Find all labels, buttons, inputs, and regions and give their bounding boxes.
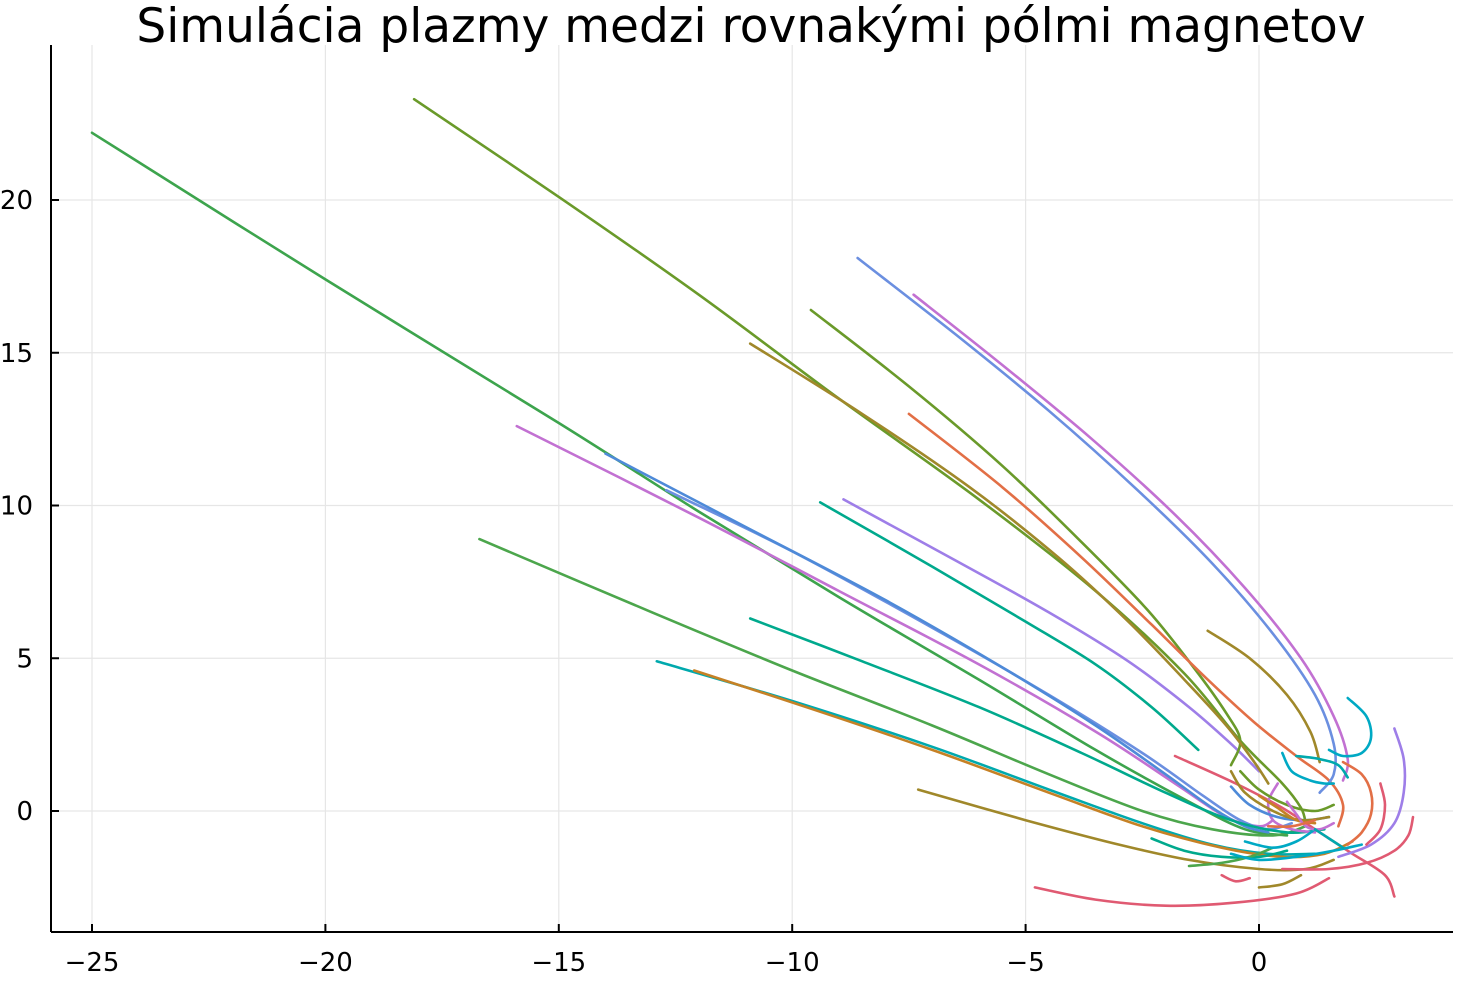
trajectory-line-14 bbox=[907, 412, 1345, 828]
trajectory-line-6 bbox=[604, 452, 1270, 834]
x-tick-label: 0 bbox=[1251, 948, 1268, 978]
x-tick-label: −5 bbox=[1006, 948, 1044, 978]
trajectory-line-31 bbox=[1229, 770, 1331, 822]
trajectory-line-7 bbox=[655, 660, 1317, 856]
trajectory-line-18 bbox=[1206, 629, 1321, 764]
trajectory-line-32 bbox=[1150, 837, 1289, 859]
x-tick-label: −15 bbox=[531, 948, 586, 978]
y-tick-label: 10 bbox=[0, 492, 33, 522]
trajectory-line-11 bbox=[842, 498, 1261, 773]
trajectory-line-21 bbox=[1281, 815, 1415, 871]
trajectory-line-38 bbox=[1220, 873, 1251, 883]
trajectory-line-36 bbox=[1257, 873, 1303, 889]
trajectory-line-40 bbox=[1313, 828, 1345, 849]
chart-title: Simulácia plazmy medzi rovnakými pólmi m… bbox=[136, 0, 1365, 54]
trajectory-line-10 bbox=[818, 501, 1200, 752]
trajectory-line-2 bbox=[412, 97, 1307, 825]
x-tick-label: −25 bbox=[65, 948, 120, 978]
axes bbox=[50, 45, 1453, 933]
trajectory-line-30 bbox=[1239, 770, 1335, 813]
trajectory-line-15 bbox=[856, 256, 1338, 794]
tick-labels: −25 −20 −15 −10 −5 0 0 5 10 15 20 bbox=[0, 186, 1267, 978]
trajectory-line-26 bbox=[1341, 760, 1374, 846]
plot-area bbox=[90, 97, 1415, 908]
x-tick-label: −20 bbox=[298, 948, 353, 978]
trajectory-line-9 bbox=[748, 617, 1326, 835]
y-tick-label: 0 bbox=[16, 797, 33, 827]
y-tick-label: 15 bbox=[0, 339, 33, 369]
trajectory-line-41 bbox=[1267, 818, 1317, 829]
trajectory-line-4 bbox=[515, 424, 1275, 828]
trajectory-line-27 bbox=[1365, 782, 1387, 846]
trajectory-line-22 bbox=[1337, 727, 1407, 859]
trajectory-line-35 bbox=[1243, 828, 1317, 849]
trajectory-line-19 bbox=[1033, 876, 1331, 908]
y-tick-label: 5 bbox=[16, 644, 33, 674]
trajectory-line-5 bbox=[664, 488, 1293, 831]
trajectory-line-12 bbox=[809, 308, 1242, 767]
x-tick-label: −10 bbox=[765, 948, 820, 978]
trajectory-line-33 bbox=[1187, 846, 1275, 868]
trajectory-line-13 bbox=[748, 342, 1270, 785]
trajectory-line-16 bbox=[912, 293, 1350, 782]
trajectory-line-24 bbox=[1281, 751, 1335, 786]
trajectory-line-39 bbox=[1285, 800, 1335, 831]
y-tick-label: 20 bbox=[0, 186, 33, 216]
trajectory-line-3 bbox=[478, 537, 1307, 837]
trajectory-line-23 bbox=[1327, 696, 1373, 758]
trajectory-line-1 bbox=[90, 131, 1289, 837]
trajectory-line-25 bbox=[1295, 754, 1349, 779]
